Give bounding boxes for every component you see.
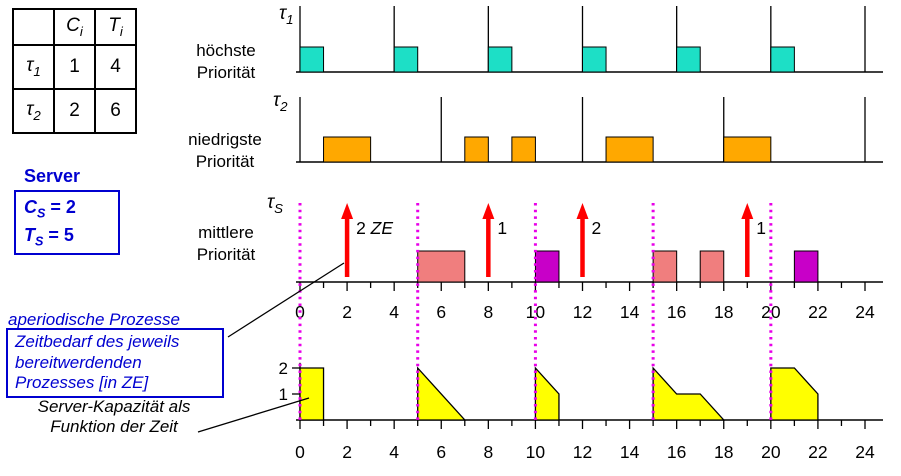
time-axis-upper-tick-label: 18 (714, 302, 733, 322)
time-axis-upper-tick-label: 6 (436, 302, 446, 322)
table-header-ci: Ci (53, 8, 96, 46)
time-axis-lower-tick-label: 22 (808, 442, 827, 462)
tau1-execution-box (299, 46, 325, 73)
server-execution-box (417, 250, 466, 283)
capacity-y-tick-label: 1 (279, 385, 288, 404)
tau2-execution-box (464, 136, 489, 163)
server-execution-box (793, 250, 819, 283)
note-aperiodic-processes: aperiodische Prozesse (8, 310, 180, 329)
time-axis-upper-tick-label: 14 (620, 302, 640, 322)
capacity-shape (417, 366, 467, 421)
tau1-execution-box (393, 46, 419, 73)
tau2-execution-box (511, 136, 536, 163)
tau2-row-label: τ2 (273, 90, 288, 114)
server-ts-value: TS = 5 (24, 224, 74, 249)
tau1-execution-box (676, 46, 701, 73)
arrival-arrow-head (576, 203, 589, 219)
arrival-arrow-head (482, 203, 495, 219)
arrival-amount-label: 1 (756, 218, 766, 238)
tau2-priority-label: niedrigste Priorität (188, 130, 262, 171)
time-axis-lower-tick-label: 24 (855, 442, 875, 462)
table-header-ti: Ti (94, 8, 137, 46)
capacity-shape (299, 367, 325, 421)
time-axis-lower-tick-label: 6 (436, 442, 446, 462)
time-axis-lower-tick-label: 12 (573, 442, 592, 462)
time-axis-upper-tick-label: 12 (573, 302, 592, 322)
time-axis-lower-tick-label: 4 (389, 442, 399, 462)
note-zeitbedarf-line2: bereitwerdenden (15, 352, 142, 372)
table-cell-tau2-t: 6 (94, 88, 137, 134)
time-axis-lower-tick-label: 2 (342, 442, 352, 462)
note-zeitbedarf-line1: Zeitbedarf des jeweils (15, 332, 180, 351)
note-zeitbedarf-line3: Prozesses [in ZE] (15, 373, 149, 393)
tau2-execution-box (605, 136, 654, 163)
arrival-arrow-head (341, 203, 354, 219)
tau1-priority-label: höchste Priorität (196, 41, 256, 82)
tau-server-row-label: τS (267, 192, 283, 216)
server-title: Server (24, 166, 81, 186)
tau2-execution-box (723, 136, 772, 163)
capacity-shape (652, 366, 726, 421)
tau1-execution-box (770, 46, 795, 73)
note-capacity-line1: Server-Kapazität als (37, 397, 191, 416)
time-axis-lower-tick-label: 16 (667, 442, 686, 462)
tau1-execution-box (582, 46, 607, 73)
table-cell-tau1-t: 4 (94, 44, 137, 90)
tau1-execution-box (487, 46, 513, 73)
time-axis-lower-tick-label: 20 (761, 442, 781, 462)
time-axis-upper-tick-label: 24 (855, 302, 875, 322)
task-parameter-table: Ci Ti τ1 1 4 τ2 2 6 (12, 8, 137, 134)
time-axis-upper-tick-label: 8 (483, 302, 493, 322)
time-axis-lower-tick-label: 14 (620, 442, 640, 462)
table-cell-tau1-c: 1 (53, 44, 96, 90)
leader-line-zeitbedarf (227, 262, 345, 338)
server-execution-box (652, 250, 678, 283)
leader-line-kapazitaet (197, 397, 310, 433)
table-cell-tau2-c: 2 (53, 88, 96, 134)
table-corner-cell (12, 8, 55, 46)
tau2-execution-box (323, 136, 372, 163)
tau-server-priority-label: mittlere Priorität (196, 223, 256, 264)
table-row-tau1-name: τ1 (12, 44, 55, 90)
arrival-amount-label: 2 ZE (356, 218, 393, 238)
time-axis-lower-tick-label: 8 (483, 442, 493, 462)
table-row-tau2-name: τ2 (12, 88, 55, 134)
arrival-amount-label: 1 (497, 218, 507, 238)
server-execution-box (699, 250, 725, 283)
capacity-shape (534, 366, 560, 421)
time-axis-upper-tick-label: 22 (808, 302, 827, 322)
arrival-amount-label: 2 (592, 218, 602, 238)
time-axis-lower-tick-label: 0 (295, 442, 305, 462)
note-zeitbedarf-box: Zeitbedarf des jeweils bereitwerdenden P… (6, 328, 224, 399)
note-capacity-line2: Funktion der Zeit (50, 417, 178, 437)
server-cs-value: CS = 2 (24, 197, 76, 221)
time-axis-upper-tick-label: 2 (342, 302, 352, 322)
server-params-box: CS = 2 TS = 5 (14, 190, 120, 256)
arrival-arrow-head (741, 203, 754, 219)
capacity-y-tick-label: 2 (279, 359, 288, 378)
capacity-shape (770, 367, 819, 421)
tau1-row-label: τ1 (279, 3, 294, 27)
time-axis-upper-tick-label: 4 (389, 302, 399, 322)
time-axis-upper-tick-label: 16 (667, 302, 686, 322)
server-execution-box (534, 250, 560, 283)
time-axis-lower-tick-label: 10 (526, 442, 546, 462)
time-axis-lower-tick-label: 18 (714, 442, 733, 462)
note-server-capacity: Server-Kapazität als Funktion der Zeit (26, 397, 202, 438)
